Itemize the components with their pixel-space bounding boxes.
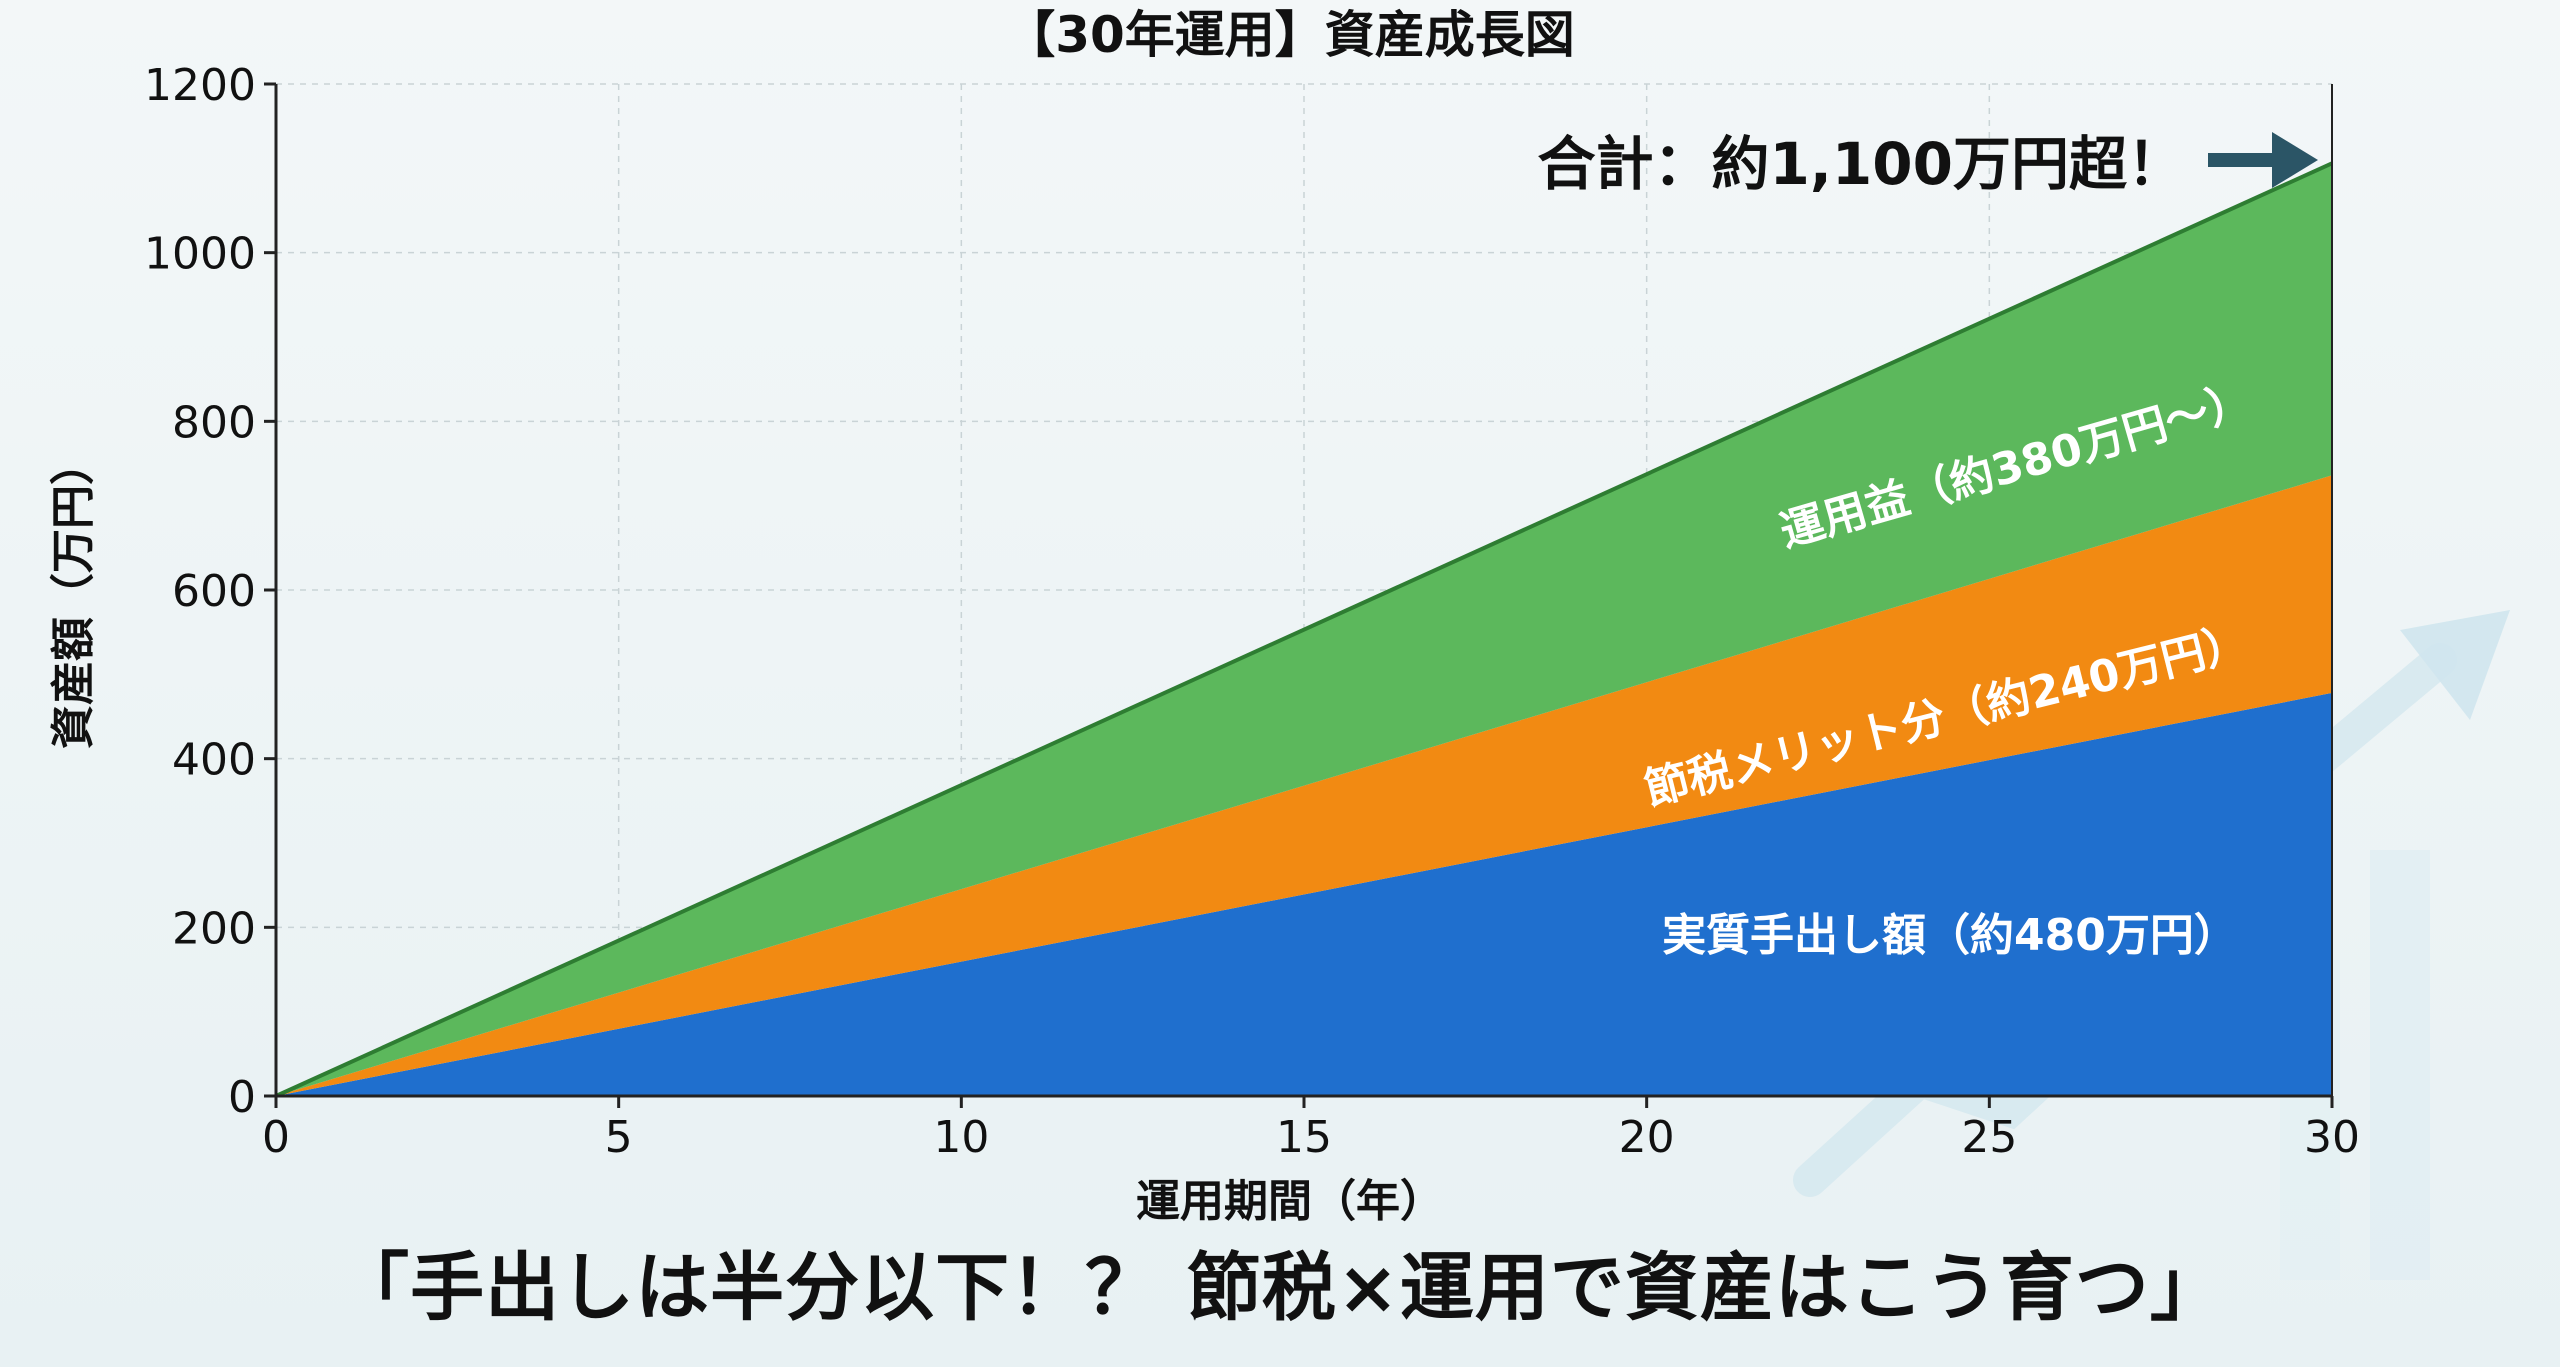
x-tick-label: 20	[1619, 1112, 1675, 1163]
y-tick-label: 0	[228, 1072, 256, 1123]
x-axis-label: 運用期間（年）	[1136, 1176, 1444, 1227]
total-edge-line	[275, 161, 2333, 1098]
right-arrow-icon	[2208, 132, 2318, 188]
y-tick-label: 600	[172, 566, 256, 617]
x-tick-label: 10	[933, 1112, 989, 1163]
y-tick-label: 1000	[144, 229, 256, 280]
y-axis-label: 資産額（万円）	[48, 441, 99, 749]
y-tick-label: 400	[172, 735, 256, 786]
tick-labels: 0 200 400 600 800 1000 1200 0 5 10 15 20 25 30	[144, 60, 2360, 1163]
y-tick-label: 800	[172, 397, 256, 448]
x-tick-label: 30	[2304, 1112, 2360, 1163]
x-tick-label: 25	[1961, 1112, 2017, 1163]
x-tick-label: 5	[605, 1112, 633, 1163]
x-tick-label: 15	[1276, 1112, 1332, 1163]
y-tick-label: 200	[172, 903, 256, 954]
chart-title: 【30年運用】資産成長図	[1005, 6, 1575, 64]
series-label-out-of-pocket: 実質手出し額（約480万円）	[1662, 910, 2238, 961]
caption-text: 「手出しは半分以下！？ 節税×運用で資産はこう育つ」	[335, 1245, 2225, 1331]
total-annotation: 合計：約1,100万円超！	[1538, 130, 2318, 198]
y-tick-label: 1200	[144, 60, 256, 111]
area-series-1	[276, 692, 2332, 1096]
total-annotation-text: 合計：約1,100万円超！	[1538, 130, 2185, 198]
x-tick-label: 0	[262, 1112, 290, 1163]
stacked-areas	[275, 161, 2333, 1098]
